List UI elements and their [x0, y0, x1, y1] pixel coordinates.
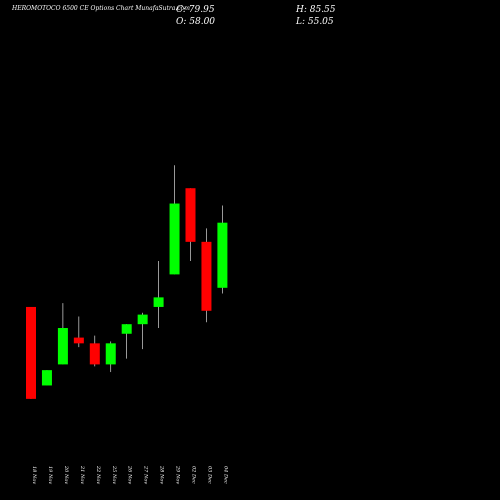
x-tick-label: 04 Dec — [222, 466, 228, 484]
candle-body — [169, 203, 180, 275]
x-tick-label: 26 Nov — [127, 465, 133, 484]
candle — [26, 306, 36, 399]
open-value: O: 58.00 — [176, 17, 216, 27]
candle-body — [89, 343, 100, 365]
x-tick-label: 18 Nov — [31, 466, 37, 484]
candle — [169, 165, 180, 275]
candle-body — [153, 297, 164, 307]
x-tick-label: 25 Nov — [111, 465, 117, 484]
x-tick-label: 19 Nov — [47, 466, 53, 484]
candle-body — [121, 324, 132, 334]
x-tick-label: 02 Dec — [191, 466, 197, 484]
candle — [153, 260, 164, 329]
candle-body — [201, 241, 212, 311]
x-tick-label: 21 Nov — [79, 465, 85, 484]
x-axis-labels: 18 Nov 19 Nov 20 Nov 21 Nov 22 Nov 25 Nov 26 N… — [31, 465, 228, 484]
candle-body — [105, 343, 116, 365]
candle-body — [41, 370, 52, 386]
candle-body — [73, 337, 84, 344]
candle — [137, 312, 148, 350]
candle-body — [185, 188, 196, 242]
candle-body — [217, 222, 228, 288]
candle — [217, 205, 228, 294]
candle-body — [26, 306, 36, 399]
candle — [121, 324, 132, 359]
high-value: H: 85.55 — [296, 5, 336, 15]
candle — [201, 228, 212, 323]
low-value: L: 55.05 — [296, 17, 334, 27]
candle-body — [137, 314, 148, 325]
candle — [41, 370, 52, 386]
candle — [105, 341, 116, 373]
close-value: C: 79.95 — [176, 5, 215, 15]
x-tick-label: 03 Dec — [206, 466, 212, 484]
candle-body — [57, 328, 68, 365]
candles — [26, 165, 228, 399]
x-tick-label: 29 Nov — [175, 465, 181, 484]
candle — [73, 316, 84, 348]
x-tick-label: 20 Nov — [63, 465, 69, 484]
chart-header: HEROMOTOCO 6500 CE Options Chart MunafaS… — [0, 0, 500, 44]
candle — [89, 335, 100, 367]
x-tick-label: 22 Nov — [95, 465, 101, 484]
chart-title: HEROMOTOCO 6500 CE Options Chart MunafaS… — [12, 5, 190, 12]
x-tick-label: 28 Nov — [159, 465, 165, 484]
x-tick-label: 27 Nov — [143, 465, 149, 484]
candle — [185, 188, 196, 261]
candle — [57, 303, 68, 365]
